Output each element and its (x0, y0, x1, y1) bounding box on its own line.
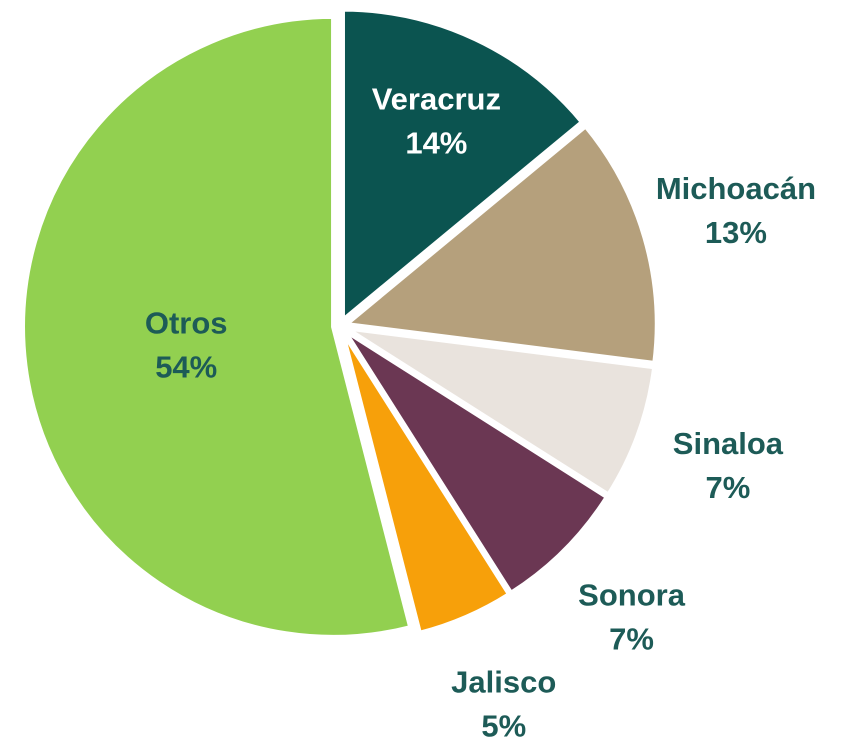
pie-slice (340, 7, 585, 324)
slice-value-label: 7% (609, 622, 654, 657)
slice-label: Jalisco (451, 665, 556, 700)
slice-label: Sinaloa (673, 426, 784, 461)
pie-slice (340, 331, 512, 636)
slice-label: Otros (145, 306, 228, 341)
slice-label: Sonora (578, 578, 686, 613)
pie-slice (21, 14, 413, 639)
pie-slice (345, 326, 657, 498)
slice-label: Veracruz (372, 81, 501, 116)
slice-value-label: 14% (405, 125, 467, 160)
slice-value-label: 5% (481, 709, 526, 737)
pie-slice (341, 123, 659, 366)
slice-label: Michoacán (656, 171, 816, 206)
slice-value-label: 13% (705, 215, 767, 250)
slice-value-label: 54% (155, 350, 217, 385)
slice-value-label: 7% (706, 470, 751, 505)
pie-slice (343, 329, 610, 596)
